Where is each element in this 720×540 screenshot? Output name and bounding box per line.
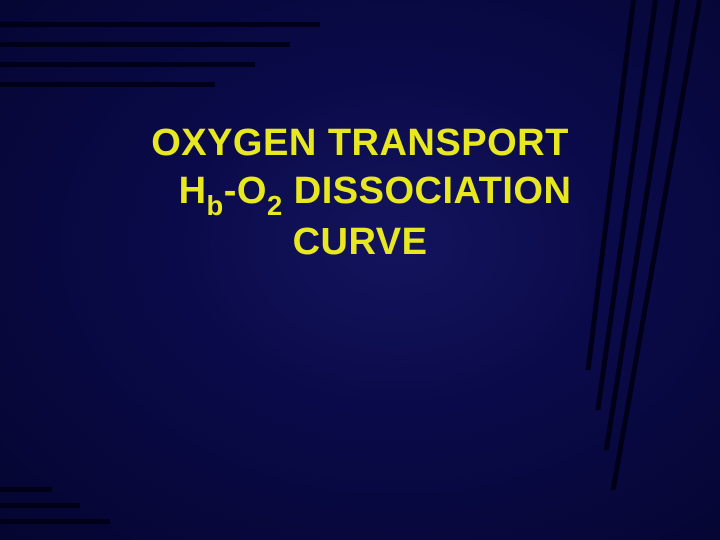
- subscript-2: 2: [267, 190, 283, 221]
- subscript-b: b: [207, 190, 224, 221]
- slide-title: OXYGEN TRANSPORT Hb-O2 DISSOCIATION CURV…: [0, 120, 720, 267]
- stripe: [0, 503, 80, 508]
- stripe: [0, 42, 290, 47]
- stripe: [0, 82, 215, 87]
- title-text: DISSOCIATION: [283, 170, 572, 212]
- stripe: [0, 487, 52, 492]
- title-text: H: [179, 170, 207, 212]
- stripe: [0, 519, 110, 524]
- title-line-2: Hb-O2 DISSOCIATION: [0, 168, 720, 220]
- title-line-3: CURVE: [0, 219, 720, 267]
- stripe: [0, 62, 255, 67]
- stripe: [0, 22, 320, 27]
- title-line-1: OXYGEN TRANSPORT: [0, 120, 720, 168]
- title-text: -O: [224, 170, 267, 212]
